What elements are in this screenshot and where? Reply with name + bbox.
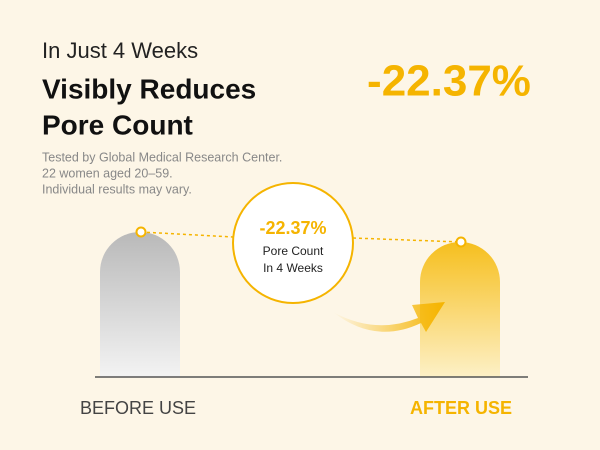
callout-value: -22.37%	[259, 218, 326, 238]
after-label: AFTER USE	[410, 398, 512, 418]
callout-label: Pore Count	[263, 244, 324, 258]
arrow	[333, 302, 445, 332]
kicker: In Just 4 Weeks	[42, 38, 198, 63]
before-pillar	[100, 232, 180, 377]
callout-circle	[232, 182, 354, 304]
note: Tested by Global Medical Research Center…	[42, 150, 282, 164]
connector	[352, 237, 462, 243]
after-pillar	[420, 242, 500, 377]
headline-stat: -22.37%	[367, 57, 531, 106]
point	[455, 236, 467, 248]
title-line: Pore Count	[42, 109, 193, 140]
before-label: BEFORE USE	[80, 398, 196, 418]
title-line: Visibly Reduces	[42, 73, 256, 104]
callout-label: In 4 Weeks	[263, 261, 323, 275]
point	[135, 226, 147, 238]
note: Individual results may vary.	[42, 182, 192, 196]
note: 22 women aged 20–59.	[42, 166, 173, 180]
